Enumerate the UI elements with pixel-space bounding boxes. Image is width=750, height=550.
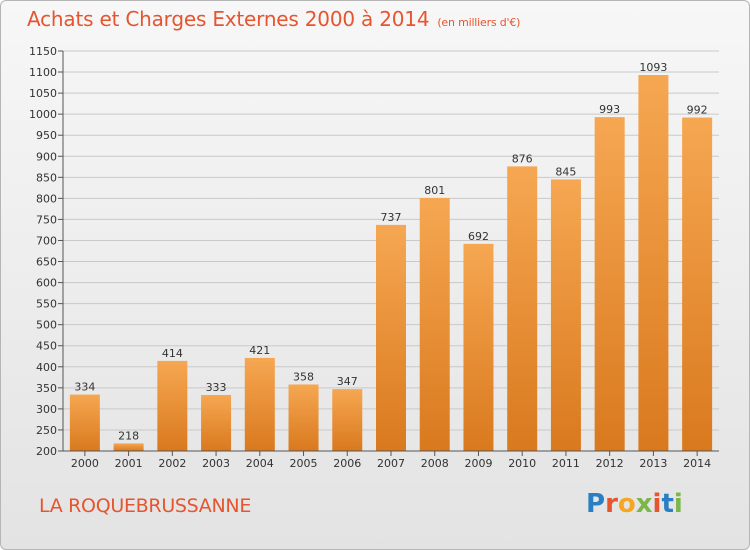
x-tick-label: 2012 [596,457,624,470]
bar [419,197,450,451]
bar-value-label: 414 [162,347,183,360]
bar-value-label: 845 [555,165,576,178]
y-tick-label: 1000 [29,108,57,121]
town-name: LA ROQUEBRUSSANNE [39,495,252,517]
x-tick-label: 2000 [71,457,99,470]
y-tick-label: 700 [36,234,57,247]
x-tick-label: 2010 [508,457,536,470]
y-tick-label: 350 [36,382,57,395]
bar [113,443,144,451]
x-tick-label: 2007 [377,457,405,470]
bar-value-label: 333 [206,381,227,394]
y-tick-label: 800 [36,192,57,205]
bar [201,395,232,451]
y-tick-label: 550 [36,298,57,311]
logo-letter: x [635,489,653,519]
logo-letter: o [617,489,636,519]
x-tick-label: 2006 [333,457,361,470]
bars: 334 218 414 333 421 358 347 737 801 692 876 845 993 1… [69,61,713,452]
x-axis: 2000 2001 2002 2003 2004 2005 2006 2007 2008 2009… [63,450,719,470]
bar [507,166,538,452]
x-tick-label: 2005 [290,457,318,470]
x-tick-label: 2011 [552,457,580,470]
bar [244,357,275,451]
y-tick-label: 500 [36,319,57,332]
bar-value-label: 801 [424,184,445,197]
chart-subtitle: (en milliers d'€) [437,16,521,29]
bar [638,75,669,451]
bar-value-label: 218 [118,429,139,442]
bar-value-label: 737 [381,211,402,224]
logo-letter: r [605,489,618,519]
y-tick-label: 400 [36,361,57,374]
y-tick-label: 200 [36,445,57,458]
x-tick-label: 2001 [115,457,143,470]
y-tick-label: 1100 [29,66,57,79]
bar-value-label: 358 [293,370,314,383]
bar [69,394,100,451]
x-tick-label: 2009 [464,457,492,470]
y-tick-label: 250 [36,424,57,437]
bar-value-label: 334 [74,381,95,394]
bar [376,224,406,451]
y-tick-label: 750 [36,213,57,226]
logo-letter: t [661,489,674,519]
bar-value-label: 993 [599,103,620,116]
y-tick-label: 650 [36,256,57,269]
y-axis: 200 250 300 350 400 450 500 550 600 650 700 750 800 8… [29,45,64,458]
y-tick-label: 850 [36,171,57,184]
bar-value-label: 347 [337,375,358,388]
bar [550,179,581,451]
y-tick-label: 450 [36,340,57,353]
x-tick-label: 2002 [158,457,186,470]
x-tick-label: 2003 [202,457,230,470]
logo-letter: i [673,489,683,519]
y-tick-label: 950 [36,129,57,142]
y-tick-label: 600 [36,277,57,290]
y-tick-label: 300 [36,403,57,416]
y-tick-label: 1150 [29,45,57,58]
bar [157,360,188,451]
bar [332,389,363,451]
logo-letter: P [586,489,606,519]
x-tick-label: 2004 [246,457,274,470]
bar [682,117,713,452]
bar-value-label: 692 [468,230,489,243]
bar-value-label: 876 [512,152,533,165]
bar [594,117,625,452]
proxiti-logo[interactable]: Proxiti [586,489,683,519]
bar-value-label: 1093 [639,61,667,74]
x-tick-label: 2013 [639,457,667,470]
x-tick-label: 2014 [683,457,711,470]
y-tick-label: 900 [36,150,57,163]
bar [288,384,319,451]
chart-title: Achats et Charges Externes 2000 à 2014 (e… [27,7,521,31]
bar-value-label: 421 [249,344,270,357]
y-tick-label: 1050 [29,87,57,100]
logo-letter: i [652,489,662,519]
x-tick-label: 2008 [421,457,449,470]
bar [463,243,494,451]
bar-value-label: 992 [687,104,708,117]
